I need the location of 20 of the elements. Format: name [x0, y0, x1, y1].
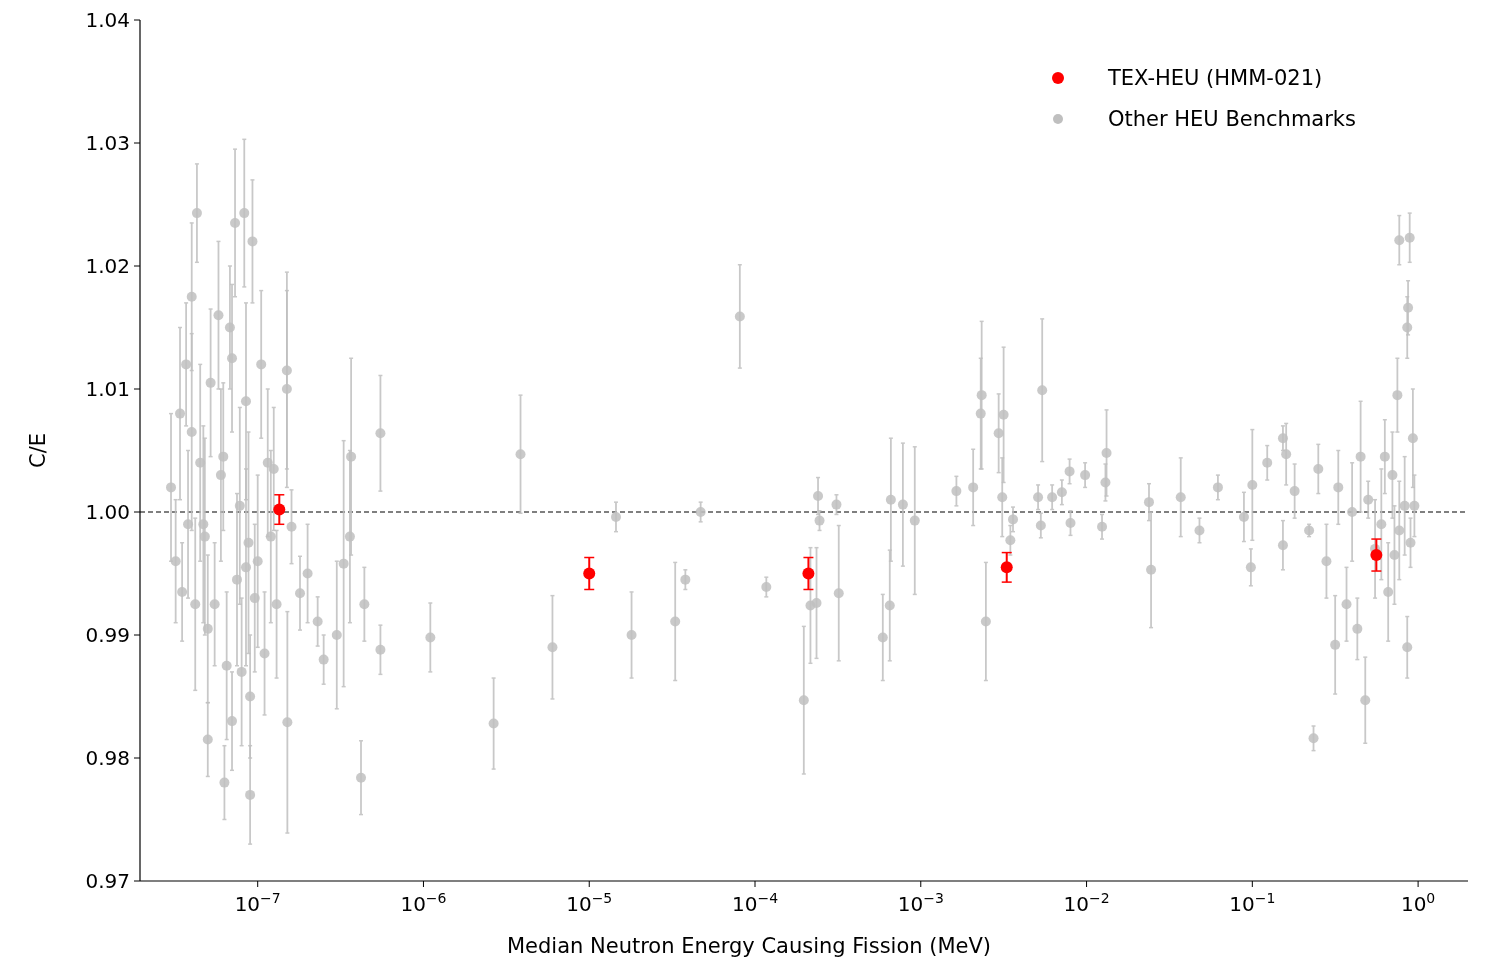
y-tick-label: 0.98: [85, 746, 130, 770]
y-tick-label: 1.00: [85, 500, 130, 524]
x-tick-label: 10$^{0}$: [1400, 890, 1436, 916]
x-tick-label: 10$^{−6}$: [400, 890, 447, 916]
y-tick-label: 1.02: [85, 254, 130, 278]
x-tick-label: 10$^{−1}$: [1229, 890, 1276, 916]
x-tick-label: 10$^{−5}$: [566, 890, 613, 916]
legend-label: TEX-HEU (HMM-021): [1107, 66, 1323, 91]
x-tick-label: 10$^{−4}$: [731, 890, 779, 916]
y-tick-label: 0.99: [85, 623, 130, 647]
x-axis-title: Median Neutron Energy Causing Fission (MeV): [506, 934, 992, 958]
y-axis-title: C/E: [26, 432, 50, 469]
legend-label: Other HEU Benchmarks: [1108, 107, 1356, 132]
y-tick-label: 1.03: [85, 131, 130, 155]
y-tick-label: 1.04: [85, 8, 130, 32]
x-tick-label: 10$^{−2}$: [1063, 890, 1110, 916]
y-tick-label: 1.01: [85, 377, 130, 401]
x-tick-label: 10$^{−3}$: [897, 890, 944, 916]
y-tick-label: 0.97: [85, 869, 130, 893]
x-tick-label: 10$^{−7}$: [234, 890, 281, 916]
